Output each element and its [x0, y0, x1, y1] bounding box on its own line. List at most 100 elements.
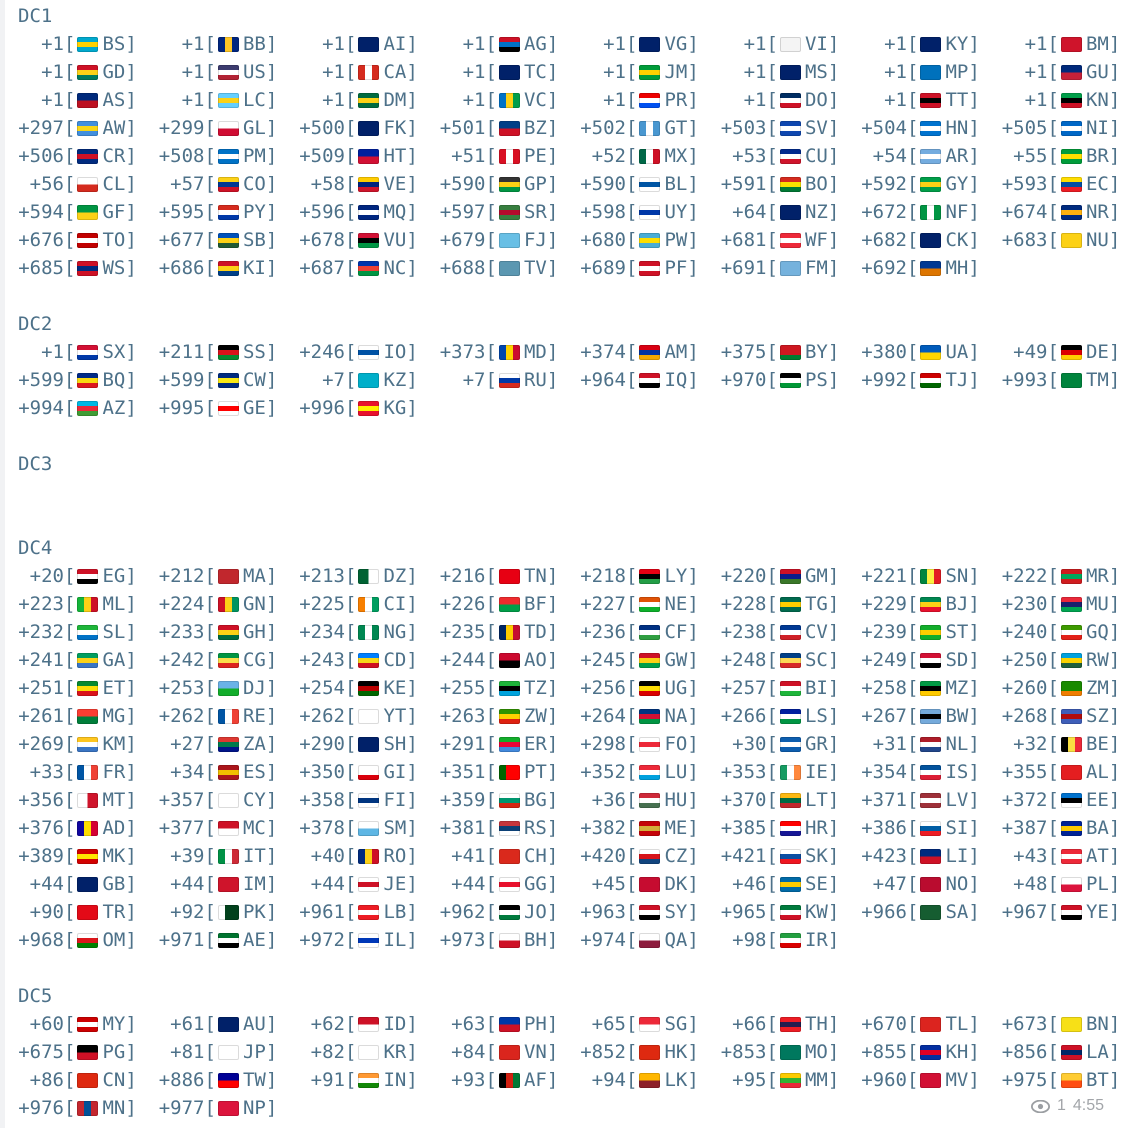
open-bracket: [ [907, 201, 919, 223]
phone-code-entry: +213[DZ] [299, 562, 440, 590]
dial-code: +970 [720, 369, 767, 391]
phone-code-entry: +972[IL] [299, 926, 440, 954]
open-bracket: [ [907, 565, 919, 587]
close-bracket: ] [406, 621, 418, 643]
phone-code-entry: +1[VG] [580, 30, 721, 58]
open-bracket: [ [345, 257, 357, 279]
phone-code-entry: +299[GL] [159, 114, 300, 142]
flag-icon-yt [358, 708, 380, 724]
open-bracket: [ [485, 705, 497, 727]
open-bracket: [ [485, 901, 497, 923]
dial-code: +290 [299, 733, 345, 755]
close-bracket: ] [265, 173, 278, 195]
country-code: YE [1085, 901, 1109, 923]
phone-code-entry: +39[IT] [159, 842, 300, 870]
close-bracket: ] [546, 229, 559, 251]
country-code: GY [945, 173, 969, 195]
phone-code-entry: +962[JO] [440, 898, 581, 926]
phone-code-entry: +248[SC] [721, 646, 862, 674]
flag-icon-se [779, 876, 801, 892]
dial-code: +44 [310, 873, 345, 895]
dial-code: +92 [170, 901, 205, 923]
close-bracket: ] [265, 761, 278, 783]
close-bracket: ] [827, 649, 840, 671]
close-bracket: ] [827, 621, 840, 643]
open-bracket: [ [345, 229, 357, 251]
close-bracket: ] [1108, 873, 1121, 895]
flag-icon-ht [358, 148, 380, 164]
country-code: IR [804, 929, 828, 951]
open-bracket: [ [626, 789, 638, 811]
phone-code-entry: +234[NG] [299, 618, 440, 646]
phone-code-entry: +1[TT] [861, 86, 1002, 114]
close-bracket: ] [687, 733, 699, 755]
phone-code-entry: +266[LS] [721, 702, 862, 730]
close-bracket: ] [265, 341, 278, 363]
open-bracket: [ [907, 761, 919, 783]
country-code: AW [102, 117, 126, 139]
dial-code: +689 [580, 257, 626, 279]
close-bracket: ] [968, 873, 980, 895]
dial-code: +221 [861, 565, 907, 587]
country-code: GD [102, 61, 126, 83]
phone-code-entry: +223[ML] [18, 590, 159, 618]
phone-code-entry: +53[CU] [721, 142, 862, 170]
close-bracket: ] [827, 89, 840, 111]
phone-code-entry: +960[MV] [861, 1066, 1002, 1094]
phone-code-entry: +57[CO] [159, 170, 300, 198]
dial-code: +238 [720, 621, 767, 643]
open-bracket: [ [907, 817, 919, 839]
phone-code-entry: +500[FK] [299, 114, 440, 142]
flag-icon-mq [358, 204, 380, 220]
dial-code: +356 [18, 789, 64, 811]
open-bracket: [ [766, 1013, 778, 1035]
close-bracket: ] [265, 1013, 278, 1035]
open-bracket: [ [485, 1041, 497, 1063]
close-bracket: ] [687, 705, 699, 727]
close-bracket: ] [265, 1041, 278, 1063]
phone-code-entry: +64[NZ] [721, 198, 862, 226]
flag-icon-ml [77, 596, 99, 612]
close-bracket: ] [968, 257, 980, 279]
flag-icon-ps [779, 372, 801, 388]
dial-code: +1 [41, 341, 64, 363]
country-code: GU [1085, 61, 1109, 83]
flag-icon-gu [1060, 64, 1082, 80]
close-bracket: ] [406, 1069, 418, 1091]
close-bracket: ] [1108, 1041, 1121, 1063]
dial-code: +225 [299, 593, 345, 615]
close-bracket: ] [125, 201, 137, 223]
dial-code: +996 [299, 397, 345, 419]
flag-icon-fo [639, 736, 661, 752]
country-code: MC [242, 817, 266, 839]
country-code: HR [804, 817, 828, 839]
open-bracket: [ [345, 369, 357, 391]
dial-code: +86 [29, 1069, 64, 1091]
close-bracket: ] [687, 649, 699, 671]
flag-icon-jp [217, 1044, 239, 1060]
flag-icon-sb [217, 232, 239, 248]
close-bracket: ] [827, 229, 840, 251]
close-bracket: ] [406, 929, 418, 951]
open-bracket: [ [1047, 117, 1059, 139]
close-bracket: ] [968, 621, 980, 643]
open-bracket: [ [1047, 1013, 1059, 1035]
open-bracket: [ [626, 733, 638, 755]
close-bracket: ] [1108, 201, 1121, 223]
country-code: RO [383, 845, 407, 867]
dial-code: +44 [29, 873, 64, 895]
close-bracket: ] [968, 89, 980, 111]
phone-code-entry: +226[BF] [440, 590, 581, 618]
close-bracket: ] [827, 733, 840, 755]
dial-code: +992 [861, 369, 907, 391]
country-code: CL [102, 173, 126, 195]
close-bracket: ] [265, 733, 278, 755]
flag-icon-sm [358, 820, 380, 836]
phone-code-entry: +1[DO] [721, 86, 862, 114]
open-bracket: [ [64, 621, 76, 643]
dial-code: +81 [170, 1041, 205, 1063]
country-code: AU [242, 1013, 266, 1035]
country-code: GB [102, 873, 126, 895]
flag-icon-pk [217, 904, 239, 920]
open-bracket: [ [626, 649, 638, 671]
